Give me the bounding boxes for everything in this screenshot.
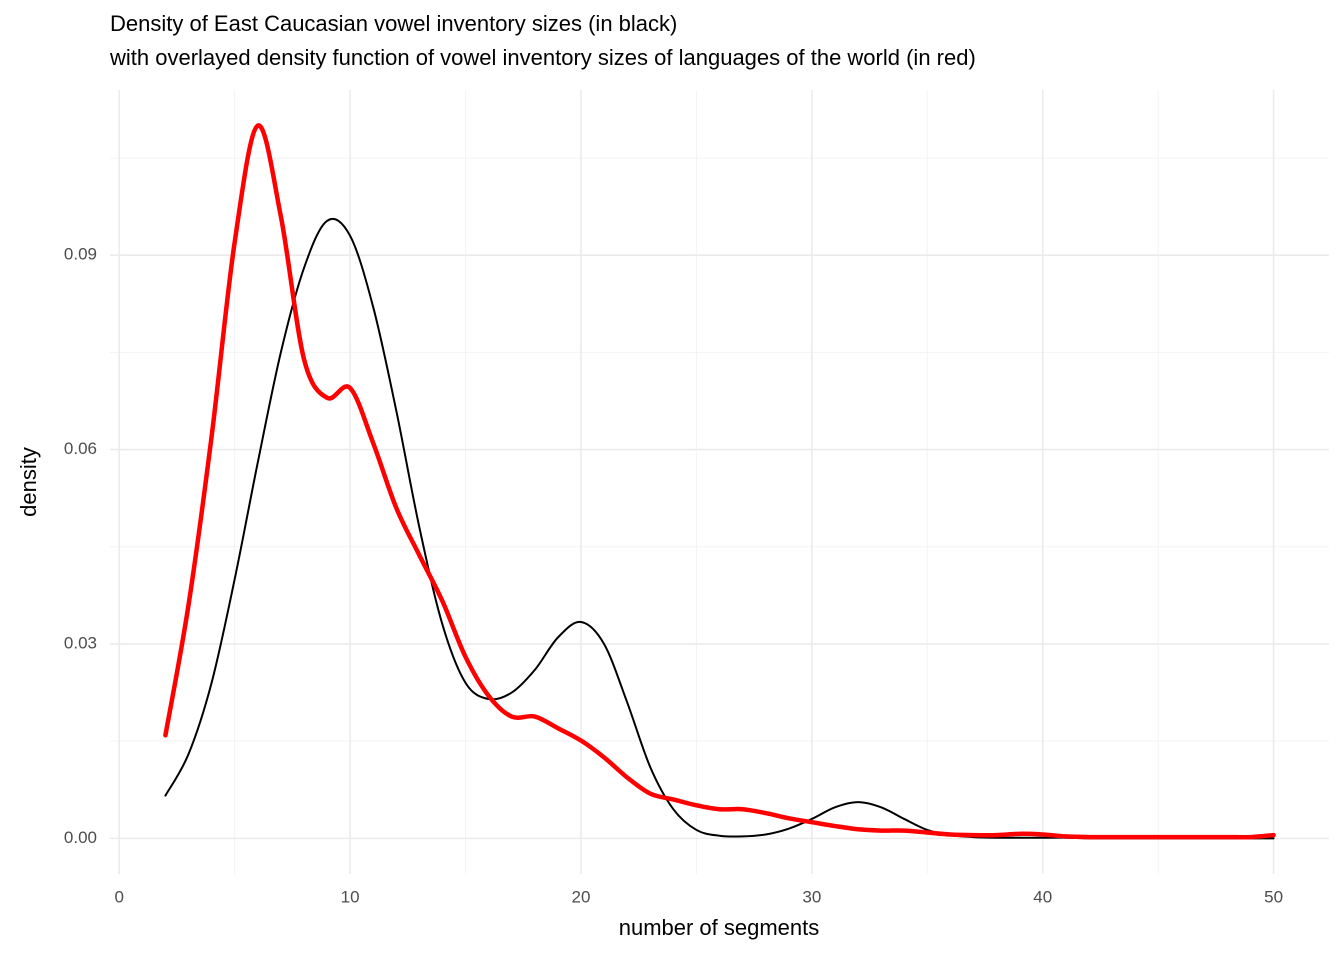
x-axis-title: number of segments (619, 915, 820, 940)
chart-subtitle: with overlayed density function of vowel… (109, 45, 976, 70)
chart-title: Density of East Caucasian vowel inventor… (110, 11, 677, 36)
x-tick-label: 30 (802, 887, 821, 906)
y-tick-label: 0.09 (64, 245, 97, 264)
y-axis-title: density (16, 447, 41, 517)
x-tick-label: 0 (115, 887, 124, 906)
x-tick-label: 10 (341, 887, 360, 906)
x-tick-label: 20 (572, 887, 591, 906)
x-tick-label: 50 (1264, 887, 1283, 906)
y-tick-label: 0.03 (64, 633, 97, 652)
x-tick-label: 40 (1033, 887, 1052, 906)
density-line (164, 217, 1275, 840)
y-tick-label: 0.06 (64, 439, 97, 458)
density-line (163, 123, 1276, 840)
y-tick-label: 0.00 (64, 828, 97, 847)
